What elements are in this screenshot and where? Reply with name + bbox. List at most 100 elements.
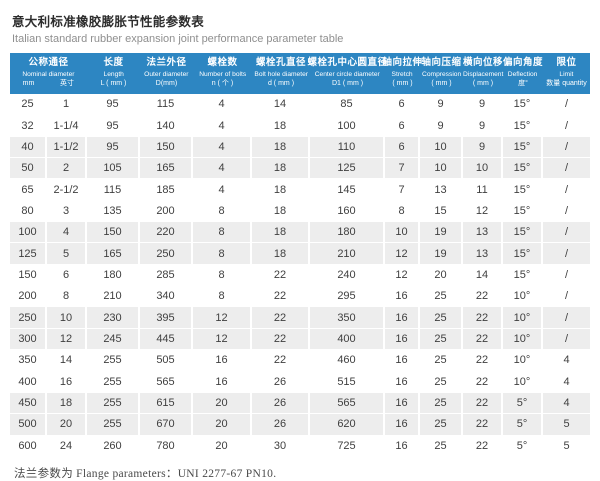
table-cell: 160 (310, 200, 385, 222)
page-title: 意大利标准橡胶膨胀节性能参数表 (12, 15, 205, 29)
column-header-sub: L ( mm ) (87, 80, 140, 88)
table-cell: 22 (463, 414, 503, 435)
table-cell: 15° (503, 200, 543, 222)
table-cell: 20 (193, 414, 252, 435)
table-cell: 25 (420, 392, 463, 414)
table-cell: 200 (140, 200, 193, 222)
column-header-7: 轴向压缩 Compression ( mm ) (420, 53, 463, 94)
column-header-unit: n ( 个 ) (211, 80, 234, 88)
table-cell: 8 (193, 286, 252, 307)
table-cell: 12 (463, 200, 503, 222)
table-cell: 670 (140, 414, 193, 435)
table-cell: / (543, 179, 590, 200)
table-cell: 22 (463, 392, 503, 414)
table-cell: 400 (310, 328, 385, 350)
table-cell: 22 (252, 328, 310, 350)
table-cell: 620 (310, 414, 385, 435)
column-header-6: 轴向拉伸 Stretch ( mm ) (383, 53, 423, 94)
table-row: 25 1 95 115 4 14 85 6 9 9 15° / (10, 94, 590, 116)
column-header-sub: mm 英寸 (10, 80, 87, 88)
column-header-en: Bolt hole diameter (254, 71, 308, 78)
column-header-en: Stretch (391, 71, 414, 78)
table-cell: 165 (87, 243, 140, 264)
column-header-sub: ( mm ) (385, 80, 420, 88)
table-cell: 7 (385, 179, 420, 200)
table-cell: 18 (252, 200, 310, 222)
table-cell: 255 (87, 414, 140, 435)
table-cell: / (543, 222, 590, 243)
table-cell: 32 (10, 115, 47, 136)
table-cell: / (543, 264, 590, 286)
table-cell: 460 (310, 350, 385, 371)
table-cell: 22 (463, 286, 503, 307)
table-cell: 125 (10, 243, 47, 264)
table-cell: 1 (47, 94, 87, 115)
table-cell: 4 (193, 115, 252, 136)
column-header-en: Length (103, 71, 124, 78)
table-cell: 15 (420, 200, 463, 222)
table-cell: 4 (47, 222, 87, 243)
table-cell: 10 (385, 222, 420, 243)
table-cell: 340 (140, 286, 193, 307)
table-cell: 220 (140, 222, 193, 243)
table-cell: 210 (310, 243, 385, 264)
column-header-zh: 长度 (103, 57, 124, 69)
table-cell: 16 (385, 371, 420, 392)
table-cell: 10° (503, 350, 543, 371)
column-header-en: Limit (559, 71, 574, 78)
table-cell: 150 (10, 264, 47, 286)
table-cell: 40 (10, 136, 47, 158)
table-cell: 15° (503, 222, 543, 243)
table-cell: 15° (503, 264, 543, 286)
table-cell: 25 (420, 286, 463, 307)
table-cell: 600 (10, 435, 47, 456)
table-cell: 5° (503, 435, 543, 456)
table-cell: 4 (193, 136, 252, 158)
table-cell: 15° (503, 136, 543, 158)
table-cell: 6 (385, 136, 420, 158)
table-cell: 125 (310, 158, 385, 179)
column-header-8: 横向位移 Displacement ( mm ) (463, 53, 503, 94)
column-header-sub: 度° (503, 80, 543, 88)
table-cell: 8 (193, 243, 252, 264)
table-cell: 13 (463, 243, 503, 264)
table-cell: 615 (140, 392, 193, 414)
table-cell: 13 (420, 179, 463, 200)
table-cell: / (543, 243, 590, 264)
table-cell: 255 (87, 371, 140, 392)
table-cell: 50 (10, 158, 47, 179)
table-cell: 18 (252, 243, 310, 264)
table-cell: 6 (47, 264, 87, 286)
column-header-unit: ( mm ) (431, 80, 452, 88)
table-cell: 165 (140, 158, 193, 179)
table-cell: 15° (503, 179, 543, 200)
table-cell: 18 (47, 392, 87, 414)
table-cell: 4 (193, 94, 252, 115)
table-cell: 30 (252, 435, 310, 456)
table-cell: 725 (310, 435, 385, 456)
table-cell: 20 (420, 264, 463, 286)
table-cell: 22 (463, 307, 503, 328)
table-cell: 565 (310, 392, 385, 414)
table-cell: 16 (385, 286, 420, 307)
table-cell: 16 (385, 435, 420, 456)
table-cell: 115 (140, 94, 193, 115)
table-cell: 20 (193, 392, 252, 414)
table-cell: 505 (140, 350, 193, 371)
table-cell: 5° (503, 392, 543, 414)
table-cell: 22 (463, 435, 503, 456)
flange-parameters-note: 法兰参数为 Flange parameters：UNI 2277-67 PN10… (14, 467, 277, 480)
table-cell: 5 (543, 435, 590, 456)
column-header-zh: 螺栓孔中心圆直径 (307, 57, 388, 69)
table-cell: 4 (543, 350, 590, 371)
column-header-en: Displacement (462, 71, 504, 78)
table-cell: 15° (503, 158, 543, 179)
table-cell: 26 (252, 414, 310, 435)
table-cell: 10° (503, 307, 543, 328)
table-cell: 22 (463, 371, 503, 392)
column-header-unit: L ( mm ) (100, 80, 127, 88)
parameter-table: 公称通径 Nominal diameter mm 英寸 长度 Length L ( mm )… (10, 53, 590, 457)
table-cell: 25 (10, 94, 47, 115)
column-header-zh: 螺栓孔直径 (255, 57, 306, 69)
table-cell: 515 (310, 371, 385, 392)
